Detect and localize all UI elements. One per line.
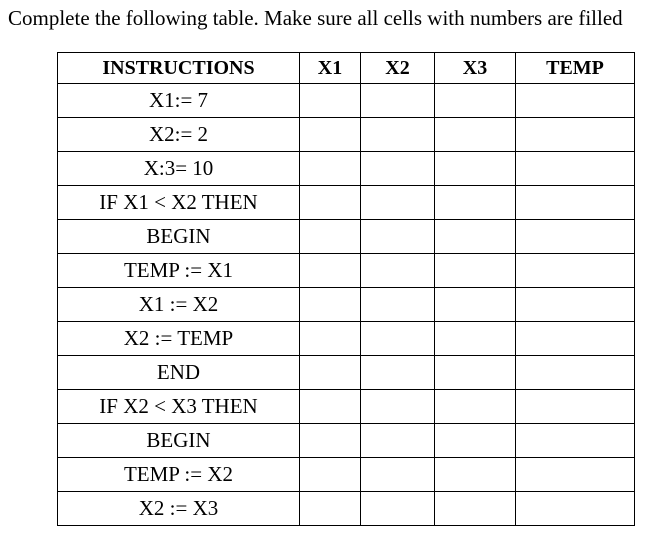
x2-cell[interactable] xyxy=(360,117,435,152)
x2-cell[interactable] xyxy=(360,287,435,322)
table-row: X1 := X2 xyxy=(57,287,635,322)
instruction-cell: X2 := X3 xyxy=(57,491,300,526)
table-row: TEMP := X2 xyxy=(57,457,635,492)
instruction-cell: X2 := TEMP xyxy=(57,321,300,356)
temp-cell[interactable] xyxy=(515,457,635,492)
instruction-cell: END xyxy=(57,355,300,390)
instruction-cell: TEMP := X1 xyxy=(57,253,300,288)
temp-cell[interactable] xyxy=(515,423,635,458)
instruction-cell: TEMP := X2 xyxy=(57,457,300,492)
x1-cell[interactable] xyxy=(299,83,361,118)
x2-cell[interactable] xyxy=(360,321,435,356)
temp-cell[interactable] xyxy=(515,253,635,288)
table-header-row: INSTRUCTIONS X1 X2 X3 TEMP xyxy=(57,52,635,84)
temp-cell[interactable] xyxy=(515,491,635,526)
x2-cell[interactable] xyxy=(360,185,435,220)
x1-cell[interactable] xyxy=(299,423,361,458)
temp-cell[interactable] xyxy=(515,151,635,186)
table-row: END xyxy=(57,355,635,390)
instruction-cell: X1 := X2 xyxy=(57,287,300,322)
temp-cell[interactable] xyxy=(515,389,635,424)
header-x3: X3 xyxy=(434,52,516,84)
header-x2: X2 xyxy=(360,52,435,84)
table-row: X2:= 2 xyxy=(57,117,635,152)
x3-cell[interactable] xyxy=(434,389,516,424)
temp-cell[interactable] xyxy=(515,321,635,356)
temp-cell[interactable] xyxy=(515,219,635,254)
temp-cell[interactable] xyxy=(515,117,635,152)
header-x1: X1 xyxy=(299,52,361,84)
x1-cell[interactable] xyxy=(299,457,361,492)
x2-cell[interactable] xyxy=(360,355,435,390)
instruction-cell: BEGIN xyxy=(57,423,300,458)
temp-cell[interactable] xyxy=(515,185,635,220)
table-row: X:3= 10 xyxy=(57,151,635,186)
x3-cell[interactable] xyxy=(434,185,516,220)
x1-cell[interactable] xyxy=(299,185,361,220)
x3-cell[interactable] xyxy=(434,151,516,186)
x3-cell[interactable] xyxy=(434,423,516,458)
x1-cell[interactable] xyxy=(299,151,361,186)
x1-cell[interactable] xyxy=(299,287,361,322)
table-row: X2 := X3 xyxy=(57,491,635,526)
header-instructions: INSTRUCTIONS xyxy=(57,52,300,84)
x1-cell[interactable] xyxy=(299,389,361,424)
header-temp: TEMP xyxy=(515,52,635,84)
instruction-cell: X1:= 7 xyxy=(57,83,300,118)
x1-cell[interactable] xyxy=(299,491,361,526)
table-row: BEGIN xyxy=(57,423,635,458)
x3-cell[interactable] xyxy=(434,491,516,526)
x3-cell[interactable] xyxy=(434,287,516,322)
x2-cell[interactable] xyxy=(360,457,435,492)
table-row: IF X1 < X2 THEN xyxy=(57,185,635,220)
x1-cell[interactable] xyxy=(299,219,361,254)
table-row: IF X2 < X3 THEN xyxy=(57,389,635,424)
x2-cell[interactable] xyxy=(360,253,435,288)
x1-cell[interactable] xyxy=(299,321,361,356)
table-row: TEMP := X1 xyxy=(57,253,635,288)
instruction-cell: X:3= 10 xyxy=(57,151,300,186)
x2-cell[interactable] xyxy=(360,389,435,424)
x3-cell[interactable] xyxy=(434,355,516,390)
instruction-cell: X2:= 2 xyxy=(57,117,300,152)
table-row: X2 := TEMP xyxy=(57,321,635,356)
table-row: X1:= 7 xyxy=(57,83,635,118)
x3-cell[interactable] xyxy=(434,253,516,288)
x1-cell[interactable] xyxy=(299,253,361,288)
instruction-cell: BEGIN xyxy=(57,219,300,254)
table-row: BEGIN xyxy=(57,219,635,254)
x1-cell[interactable] xyxy=(299,355,361,390)
x3-cell[interactable] xyxy=(434,321,516,356)
x1-cell[interactable] xyxy=(299,117,361,152)
x2-cell[interactable] xyxy=(360,219,435,254)
instructions-text: Complete the following table. Make sure … xyxy=(8,6,623,30)
x3-cell[interactable] xyxy=(434,457,516,492)
temp-cell[interactable] xyxy=(515,287,635,322)
x3-cell[interactable] xyxy=(434,83,516,118)
x2-cell[interactable] xyxy=(360,151,435,186)
x2-cell[interactable] xyxy=(360,491,435,526)
x3-cell[interactable] xyxy=(434,219,516,254)
x2-cell[interactable] xyxy=(360,423,435,458)
instruction-cell: IF X2 < X3 THEN xyxy=(57,389,300,424)
x2-cell[interactable] xyxy=(360,83,435,118)
x3-cell[interactable] xyxy=(434,117,516,152)
temp-cell[interactable] xyxy=(515,83,635,118)
instruction-cell: IF X1 < X2 THEN xyxy=(57,185,300,220)
temp-cell[interactable] xyxy=(515,355,635,390)
